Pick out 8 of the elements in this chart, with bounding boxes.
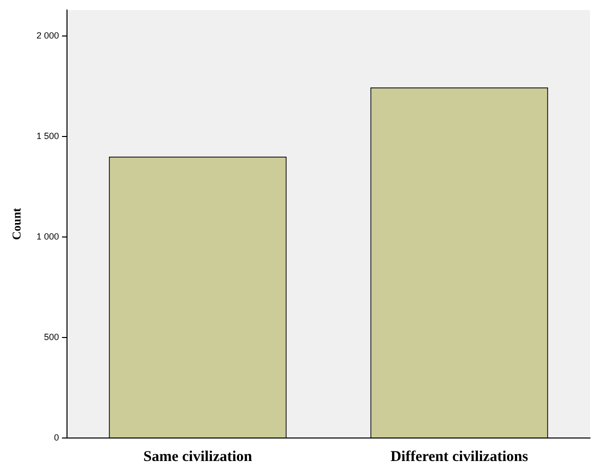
y-tick-label: 2 000 <box>36 30 59 41</box>
x-tick-label: Same civilization <box>143 448 253 465</box>
x-tick-label: Different civilizations <box>390 448 528 465</box>
y-tick-label: 1 000 <box>36 232 59 242</box>
y-axis-title: Count <box>9 208 24 240</box>
y-tick-label: 1 500 <box>36 131 59 142</box>
y-tick-label: 0 <box>54 432 59 442</box>
y-tick-label: 500 <box>44 332 59 342</box>
